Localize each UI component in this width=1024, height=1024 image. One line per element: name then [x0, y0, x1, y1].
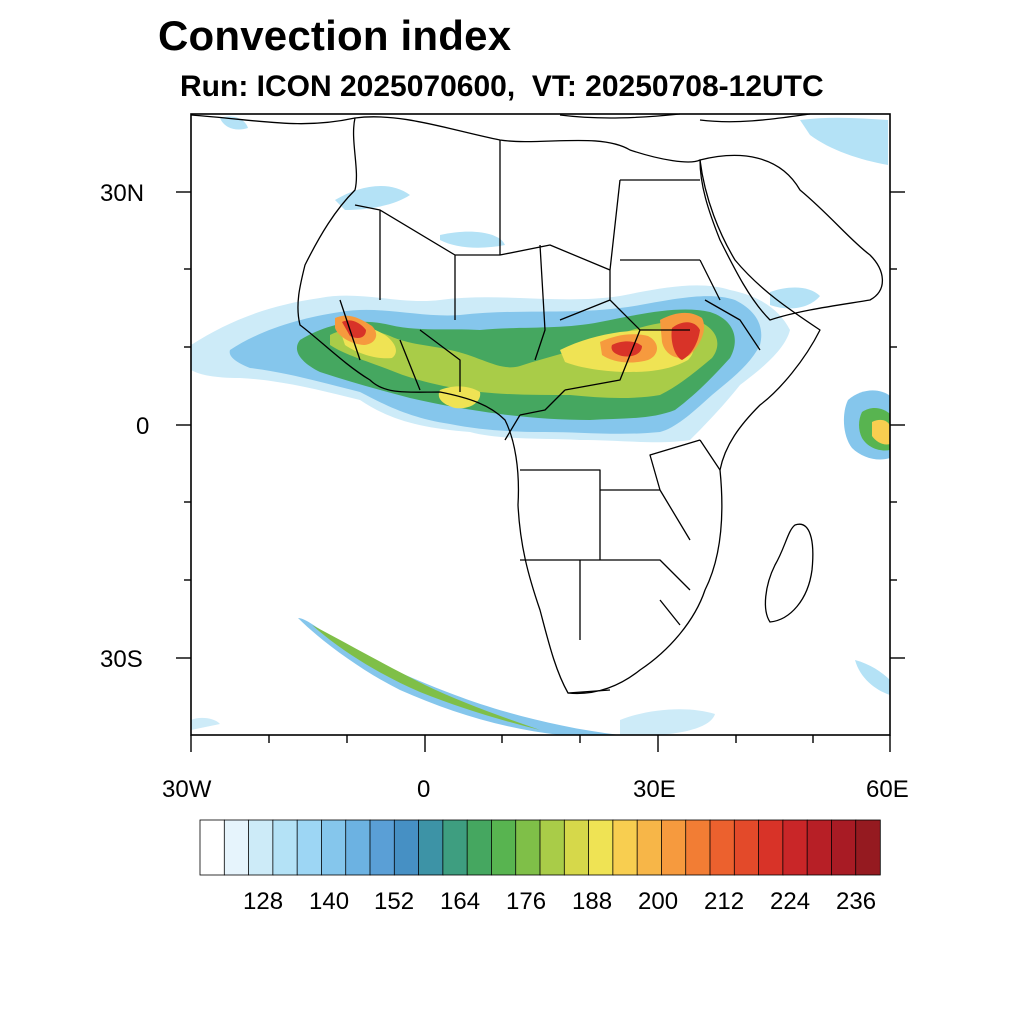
chart-subtitle: Run: ICON 2025070600, VT: 20250708-12UTC	[180, 70, 824, 103]
colorbar-swatch	[345, 819, 371, 876]
colorbar-swatch	[296, 819, 323, 876]
colorbar-swatch	[248, 819, 274, 876]
colorbar	[199, 819, 881, 876]
lon-label-30w: 30W	[162, 776, 212, 803]
colorbar-label: 200	[638, 888, 679, 915]
colorbar-swatch	[199, 819, 225, 876]
colorbar-swatch	[563, 819, 590, 876]
colorbar-swatch	[515, 819, 541, 876]
field-contour-13	[191, 709, 715, 735]
lon-label-60e: 60E	[866, 776, 909, 803]
africa-coastline	[297, 116, 821, 695]
colorbar-swatch	[588, 819, 614, 876]
colorbar-label: 236	[836, 888, 877, 915]
colorbar-swatch	[758, 819, 784, 876]
colorbar-swatch	[685, 819, 711, 876]
field-contour-6	[335, 312, 705, 363]
colorbar-swatch	[393, 819, 420, 876]
colorbar-swatch	[223, 819, 250, 876]
colorbar-swatch	[442, 819, 468, 876]
lon-label-0: 0	[417, 776, 431, 803]
colorbar-label: 164	[440, 888, 481, 915]
country-borders	[190, 113, 884, 695]
colorbar-swatch	[612, 819, 638, 876]
arabia-outline	[699, 154, 884, 321]
europe-coast	[190, 113, 811, 125]
colorbar-swatch	[661, 819, 687, 876]
colorbar-swatch	[709, 819, 735, 876]
colorbar-label: 152	[374, 888, 415, 915]
lat-label-30s: 30S	[100, 646, 143, 673]
colorbar-swatch	[491, 819, 517, 876]
colorbar-swatch	[539, 819, 565, 876]
colorbar-label: 140	[309, 888, 350, 915]
colorbar-label: 188	[572, 888, 613, 915]
colorbar-label: 224	[770, 888, 811, 915]
colorbar-swatch	[855, 819, 881, 876]
colorbar-swatch	[831, 819, 857, 876]
axis-ticks	[176, 191, 905, 752]
colorbar-swatch	[733, 819, 760, 876]
chart-title: Convection index	[158, 12, 512, 59]
colorbar-swatch	[321, 819, 347, 876]
colorbar-swatch	[782, 819, 808, 876]
convection-field	[191, 116, 890, 735]
colorbar-label: 128	[243, 888, 284, 915]
colorbar-label: 176	[506, 888, 547, 915]
madagascar-outline	[764, 523, 814, 623]
field-contour-11	[298, 618, 620, 735]
field-contour-10	[872, 419, 890, 445]
border-line	[339, 140, 761, 694]
colorbar-swatch	[418, 819, 444, 876]
colorbar-swatch	[272, 819, 298, 876]
lat-label-30n: 30N	[100, 180, 145, 207]
lon-label-30e: 30E	[633, 776, 676, 803]
colorbar-swatch	[636, 819, 663, 876]
colorbar-label: 212	[704, 888, 745, 915]
colorbar-swatch	[466, 819, 493, 876]
lat-label-0: 0	[136, 413, 150, 440]
colorbar-swatch	[806, 819, 833, 876]
colorbar-swatch	[369, 819, 395, 876]
